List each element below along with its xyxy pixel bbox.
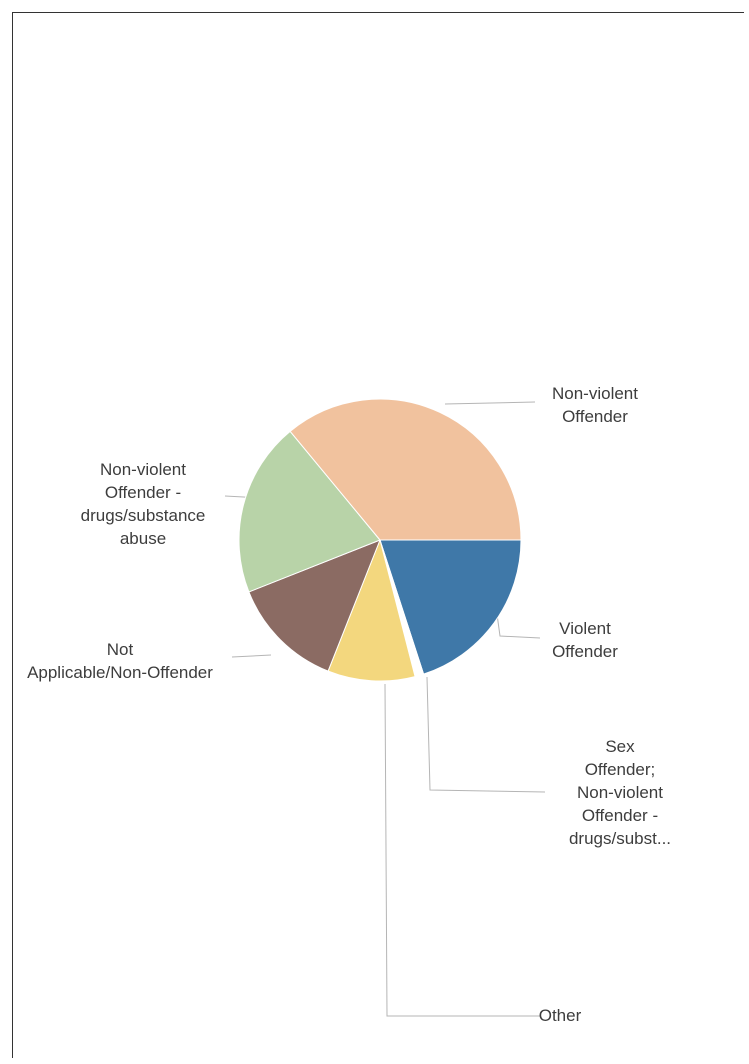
label-line: Non-violent — [552, 384, 638, 403]
label-line: Not — [106, 640, 134, 659]
label-line: Offender - — [104, 483, 182, 502]
label-line: Offender - — [581, 806, 659, 825]
label-line: Other — [538, 1006, 582, 1025]
leader-line-other — [384, 683, 540, 1017]
label-other: Other — [525, 1004, 595, 1027]
label-line: abuse — [119, 529, 167, 548]
pie-slice-nonviolent-offender — [289, 398, 522, 541]
chart-frame — [12, 12, 744, 1058]
leader-line-not-applicable-non-offender — [231, 654, 272, 658]
label-violent-offender: Violent Offender — [525, 617, 645, 663]
label-line: drugs/subst... — [568, 829, 672, 848]
label-sex-offender-nonviolent-drugs: Sex Offender; Non-violent Offender - drugs/s… — [555, 735, 685, 850]
label-nonviolent-offender-drugs-substance-abuse: Non-violent Offender - drugs/substance abus… — [68, 458, 218, 550]
pie-slice-violent-offender — [379, 539, 522, 675]
leader-line-nonviolent-offender — [444, 401, 536, 405]
pie-slice-other — [327, 538, 416, 682]
label-line: Applicable/Non-Offender — [27, 663, 213, 682]
label-not-applicable-non-offender: Not Applicable/Non-Offender — [6, 638, 234, 684]
label-line: Non-violent — [577, 783, 663, 802]
label-line: Offender — [562, 407, 628, 426]
label-line: Offender — [552, 642, 618, 661]
pie-slice-not-applicable-non-offender — [248, 539, 381, 672]
pie-slices — [238, 398, 522, 682]
leader-line-sex-offender-nonviolent-drugs — [426, 676, 546, 793]
label-line: Violent — [559, 619, 611, 638]
leader-lines — [224, 401, 546, 1017]
label-line: Non-violent — [100, 460, 186, 479]
label-line: drugs/substance — [80, 506, 206, 525]
label-nonviolent-offender: Non-violent Offender — [530, 382, 660, 428]
pie-slice-nonviolent-offender-drugs-substance-abuse — [238, 430, 381, 593]
label-line: Sex — [605, 737, 635, 756]
label-line: Offender; — [584, 760, 656, 779]
